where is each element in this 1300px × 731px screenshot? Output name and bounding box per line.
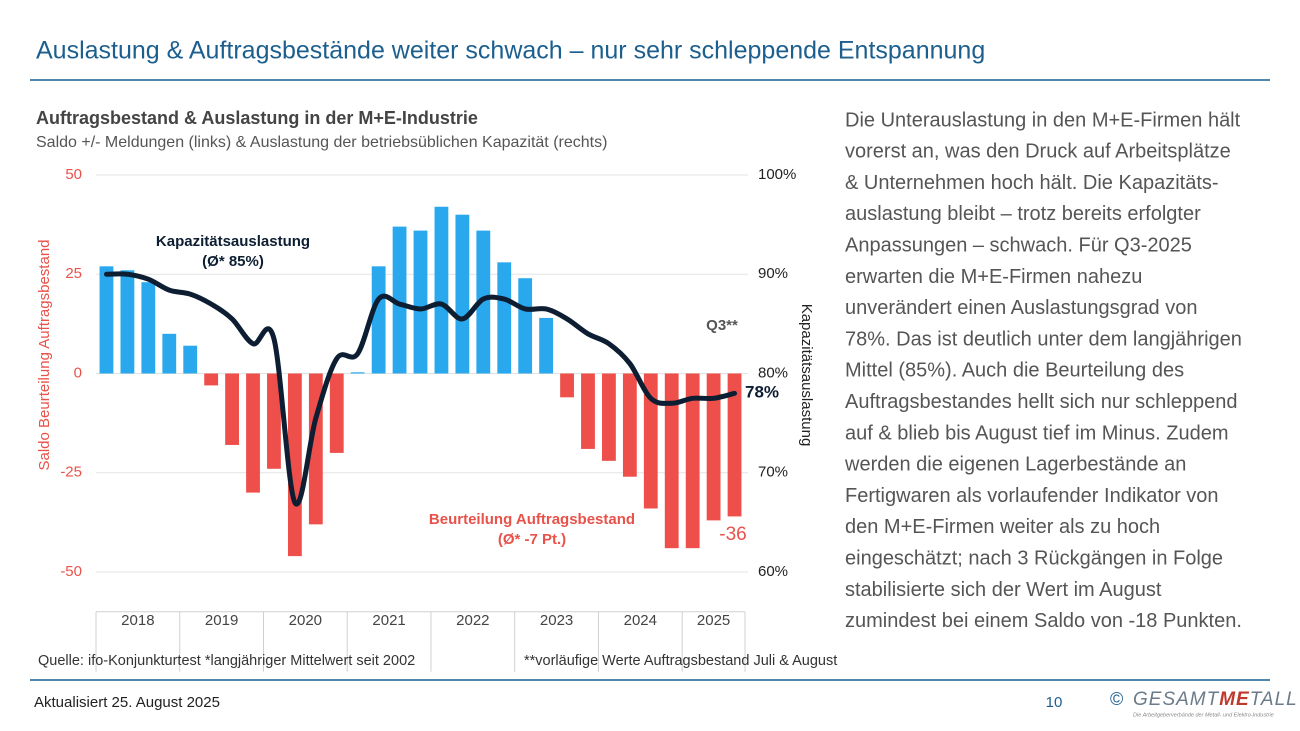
x-tick-label: 2024 <box>624 612 657 629</box>
bar <box>225 373 239 445</box>
slide-title: Auslastung & Auftragsbestände weiter sch… <box>36 37 985 65</box>
bar <box>643 373 658 509</box>
paragraph-line: zumindest bei einem Saldo von -18 Punkte… <box>845 610 1242 632</box>
bar <box>183 345 198 374</box>
x-tick-label: 2018 <box>121 612 154 629</box>
bar <box>518 278 533 374</box>
bar <box>371 266 386 374</box>
line-average: (Ø* 85%) <box>202 253 264 270</box>
bar <box>622 373 637 477</box>
source: Quelle: ifo-Konjunkturtest *langjähriger… <box>38 653 415 669</box>
line <box>103 271 738 507</box>
paragraph-line: & Unternehmen hoch hält. Die Kapazitäts- <box>845 172 1219 194</box>
line-last-label: 78% <box>745 382 779 401</box>
q3-note: Q3** <box>706 317 738 334</box>
paragraph-line: 78%. Das ist deutlich unter dem langjähr… <box>845 328 1242 350</box>
y2-axis-title: Kapazitätsauslastung <box>798 304 815 447</box>
paragraph-line: werden die eigenen Lagerbestände an <box>844 454 1186 476</box>
y-tick-label: 25 <box>65 265 82 282</box>
x-tick-label: 2021 <box>372 612 405 629</box>
paragraph-line: Fertigwaren als vorlaufender Indikator v… <box>845 485 1219 507</box>
chart-subtitle: Saldo +/- Meldungen (links) & Auslastung… <box>36 134 607 151</box>
bar <box>392 226 407 374</box>
paragraph-line: auf & blieb bis August tief im Minus. Zu… <box>845 422 1229 444</box>
bar <box>685 373 700 549</box>
footer-date: Aktualisiert 25. August 2025 <box>34 694 220 711</box>
bar <box>120 270 135 374</box>
paragraph-line: vorerst an, was den Druck auf Arbeitsplä… <box>845 141 1231 163</box>
bar <box>350 372 365 374</box>
x-tick-label: 2020 <box>289 612 322 629</box>
y-tick-label: 50 <box>65 166 82 183</box>
logo-part: GESAMT <box>1133 689 1220 710</box>
logo-part: TALL <box>1250 689 1298 710</box>
bar-average: (Ø* -7 Pt.) <box>498 531 566 548</box>
bar-label: Beurteilung Auftragsbestand <box>429 511 635 528</box>
x-tick-label: 2025 <box>697 612 730 629</box>
bar <box>706 373 721 521</box>
y2-tick-label: 90% <box>758 265 788 282</box>
bar <box>497 262 512 374</box>
bar <box>476 230 491 374</box>
paragraph-line: den M+E-Firmen weiter als zu hoch <box>845 516 1160 538</box>
bar <box>329 373 344 453</box>
line-label: Kapazitätsauslastung <box>156 233 310 250</box>
bar <box>539 317 554 374</box>
paragraph-line: stabilisierte sich der Wert im August <box>845 579 1162 601</box>
bar <box>204 373 219 386</box>
plot: -50 -25 0 25 50 60% 70% 80% 90% 100% 2018 2019 2020 2… <box>60 166 796 672</box>
paragraph-line: unverändert einen Auslastungsgrad von <box>845 297 1197 319</box>
bar <box>99 266 114 374</box>
logo-part: ME <box>1219 689 1250 710</box>
bar <box>413 230 428 374</box>
y-tick-label: -25 <box>60 464 82 481</box>
bar <box>560 373 574 398</box>
bar <box>727 373 742 517</box>
y-tick-label: 0 <box>74 364 82 381</box>
y-axis-title: Saldo Beurteilung Auftragsbestand <box>36 240 53 471</box>
paragraph-line: Die Unterauslastung in den M+E-Firmen hä… <box>845 109 1241 131</box>
bar <box>602 373 616 461</box>
bar-last-label: -36 <box>719 524 746 545</box>
y2-tick-label: 100% <box>758 166 796 183</box>
logo-symbol: © <box>1110 689 1123 709</box>
paragraph: Die Unterauslastung in den M+E-Firmen hä… <box>844 109 1242 632</box>
y-tick-label: -50 <box>60 563 82 580</box>
bar <box>162 333 177 374</box>
bar <box>287 373 302 557</box>
source-note: **vorläufige Werte Auftragsbestand Juli … <box>524 653 837 669</box>
paragraph-line: auslastung bleibt – trotz bereits erfolg… <box>845 203 1201 225</box>
paragraph-line: Anpassungen – schwach. Für Q3-2025 <box>845 234 1192 256</box>
logo: GESAMTMETALL <box>1133 689 1298 710</box>
bar <box>455 214 470 374</box>
bar <box>434 206 449 374</box>
bar <box>246 373 260 493</box>
bar <box>141 282 156 374</box>
bar <box>267 373 281 469</box>
x-tick-label: 2023 <box>540 612 573 629</box>
paragraph-line: Auftragsbestandes hellt sich nur schlepp… <box>845 391 1237 413</box>
paragraph-line: Mittel (85%). Auch die Beurteilung des <box>845 360 1184 382</box>
y2-tick-label: 60% <box>758 563 788 580</box>
logo-tagline: Die Arbeitgeberverbände der Metall- und … <box>1133 712 1274 718</box>
y2-tick-label: 80% <box>758 364 788 381</box>
chart-title: Auftragsbestand & Auslastung in der M+E-… <box>36 108 478 128</box>
paragraph-line: eingeschätzt; nach 3 Rückgängen in Folge <box>845 547 1223 569</box>
x-tick-label: 2019 <box>205 612 238 629</box>
bar <box>664 373 679 549</box>
page-number: 10 <box>1046 694 1063 711</box>
x-tick-label: 2022 <box>456 612 489 629</box>
bar <box>581 373 595 449</box>
y2-tick-label: 70% <box>758 464 788 481</box>
paragraph-line: erwarten die M+E-Firmen nahezu <box>845 266 1142 288</box>
